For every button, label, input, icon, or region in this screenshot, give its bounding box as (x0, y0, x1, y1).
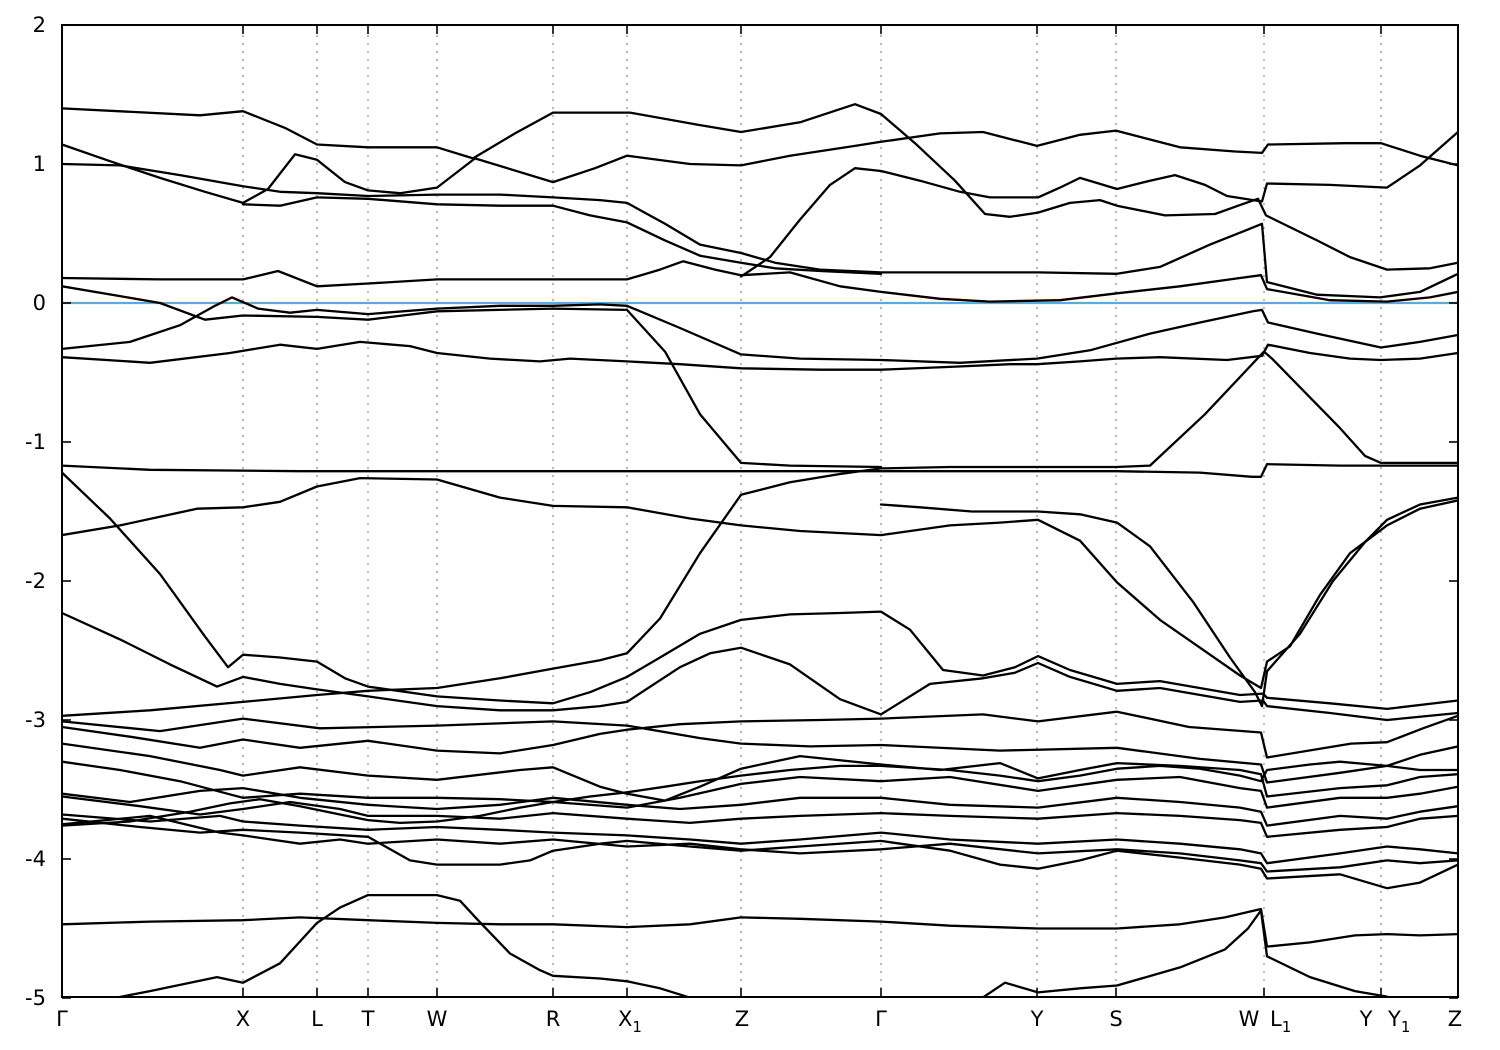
band-08 (62, 296, 1458, 364)
band-18 (62, 742, 1458, 802)
y-axis-labels: 2 1 0 -1 -2 -3 -4 -5 (25, 13, 46, 1010)
band-17 (62, 710, 1458, 759)
k-point-label: Y1 (1387, 1007, 1410, 1036)
k-point-label: L (311, 1007, 323, 1031)
k-point-label: R (546, 1007, 561, 1031)
band-06 (62, 260, 1458, 303)
band-26 (62, 907, 1458, 948)
band-01 (62, 103, 1458, 271)
band-03 (62, 162, 1458, 299)
y-axis-label: -3 (25, 708, 46, 732)
band-15 (62, 611, 1458, 722)
k-point-label: Γ (56, 1007, 68, 1031)
k-point-label: X1 (618, 1007, 642, 1036)
y-axis-label: -4 (25, 847, 46, 871)
band-27 (113, 893, 692, 997)
y-axis-label: 1 (33, 152, 46, 176)
plot-frame (61, 24, 1459, 998)
y-axis-label: -2 (25, 569, 46, 593)
k-point-label: Z (1448, 1007, 1462, 1031)
k-point-label: X (236, 1007, 250, 1031)
y-axis-label: -1 (25, 430, 46, 454)
band-20 (62, 786, 1458, 827)
band-02 (62, 129, 1458, 205)
band-19 (62, 760, 1458, 809)
y-axis-label: -5 (25, 986, 46, 1010)
band-23 (62, 817, 1458, 890)
band-16 (62, 717, 1458, 784)
k-point-label: Y (1359, 1007, 1373, 1031)
y-axis-label: 2 (33, 13, 46, 37)
k-point-label: Γ (875, 1007, 887, 1031)
band-09 (62, 340, 1458, 371)
band-12 (62, 471, 1458, 711)
band-05 (739, 130, 1458, 278)
k-point-label: T (361, 1007, 375, 1031)
k-point-label: Y (1030, 1007, 1044, 1031)
band-28 (981, 909, 1390, 997)
k-point-label: W (427, 1007, 448, 1031)
band-25 (62, 760, 1458, 827)
band-21 (62, 795, 1458, 838)
band-14 (879, 496, 1458, 708)
k-point-label: Z (735, 1007, 749, 1031)
band-22 (62, 813, 1458, 865)
k-point-label: S (1109, 1007, 1122, 1031)
band-04 (241, 196, 883, 275)
k-point-label: W (1239, 1007, 1260, 1031)
band-10 (62, 463, 1458, 478)
y-axis-label: 0 (33, 291, 46, 315)
k-point-label: L1 (1270, 1007, 1291, 1036)
bands (62, 103, 1458, 997)
band-24 (62, 814, 1458, 873)
x-axis-labels: Γ X L T W R X1 Z Γ Y S W L1 Y Y1 Z (56, 1007, 1462, 1036)
band-07 (62, 285, 883, 469)
axis-ticks (62, 24, 1458, 999)
